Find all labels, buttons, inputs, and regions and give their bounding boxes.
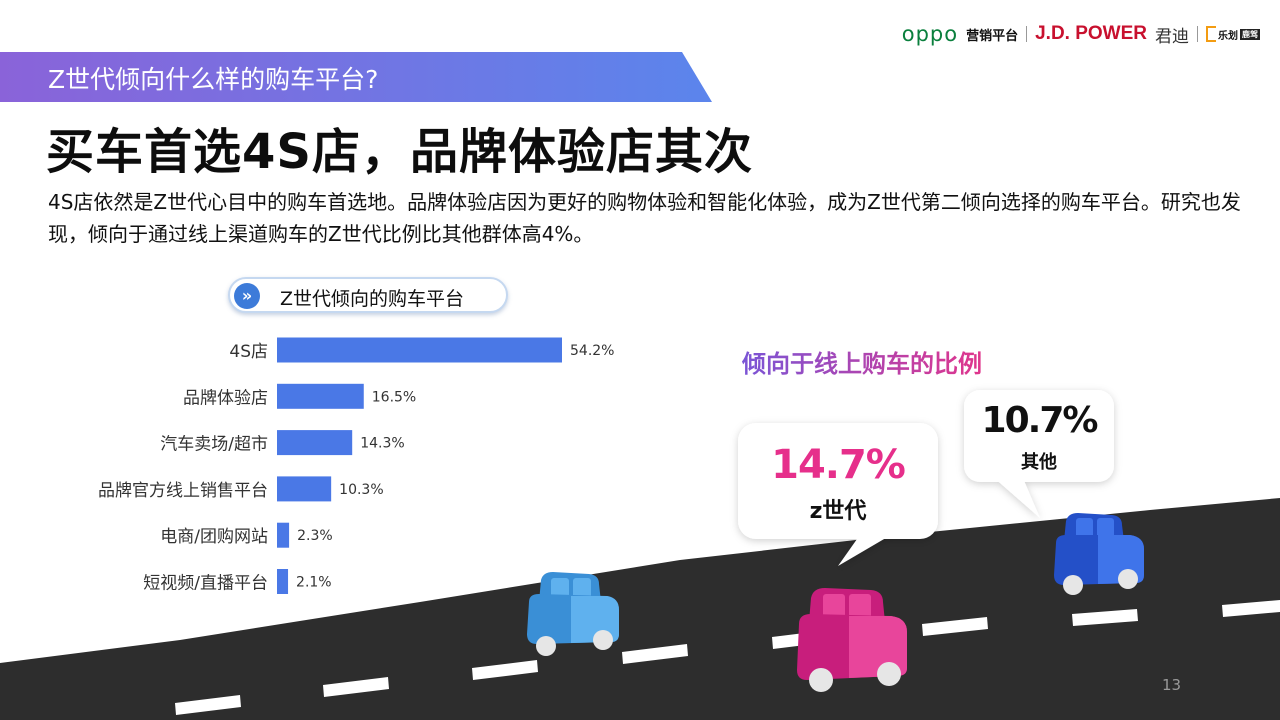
bar-category-label: 短视频/直播平台 [143, 574, 268, 594]
logo-divider [1197, 26, 1198, 42]
bar-value-label: 14.3% [360, 436, 404, 452]
others-online-value: 10.7% [981, 400, 1099, 441]
logo-divider [1026, 26, 1028, 42]
bar-category-label: 品牌体验店 [183, 388, 268, 408]
bar [277, 430, 353, 456]
bar-category-label: 汽车卖场/超市 [160, 435, 268, 455]
bar [277, 522, 290, 548]
page-number: 13 [1162, 676, 1182, 694]
lejia-text: 乐划 [1218, 30, 1238, 42]
bar [277, 476, 332, 502]
car-dark-blue [1054, 513, 1144, 595]
bar-category-label: 4S店 [229, 342, 268, 362]
marketing-platform-logo: 营销平台 [966, 28, 1019, 44]
bar [277, 569, 289, 594]
jdpower-logo: J.D. POWER [1035, 23, 1147, 44]
bar-value-label: 2.3% [297, 528, 333, 544]
jundi-logo: 君迪 [1155, 26, 1189, 47]
partner-logos: oppo 营销平台 J.D. POWER 君迪 乐划 鹿驾 [901, 22, 1260, 47]
question-banner [0, 52, 712, 102]
bar-category-label: 品牌官方线上销售平台 [98, 481, 268, 501]
oppo-logo: oppo [901, 22, 959, 46]
page-title: 买车首选4S店，品牌体验店其次 [46, 124, 753, 180]
genz-online-label: z世代 [809, 499, 867, 524]
chart-title-pill: » Z世代倾向的购车平台 [228, 277, 508, 313]
bubble-genz [738, 423, 938, 566]
bar-value-label: 16.5% [372, 389, 416, 405]
online-share-title: 倾向于线上购车的比例 [742, 344, 982, 379]
bar-chart: 4S店 54.2% 品牌体验店 16.5% 汽车卖场/超市 14.3% 品牌官方线上销售平台… [98, 337, 614, 594]
car-pink [797, 588, 907, 692]
banner-question: Z世代倾向什么样的购车平台? [48, 65, 379, 94]
bar-value-label: 2.1% [296, 575, 332, 591]
page-description: 4S店依然是Z世代心目中的购车首选地。品牌体验店因为更好的购物体验和智能化体验，… [48, 190, 1241, 246]
road [0, 498, 1280, 720]
lejia-mark-icon [1206, 26, 1216, 42]
chevron-right-icon: » [234, 283, 260, 309]
bar [277, 383, 364, 409]
chart-title: Z世代倾向的购车平台 [280, 288, 465, 310]
genz-online-value: 14.7% [771, 442, 906, 488]
lejia-badge: 鹿驾 [1240, 28, 1260, 40]
bar-value-label: 10.3% [339, 482, 383, 498]
bubble-others [964, 390, 1114, 518]
bar-category-label: 电商/团购网站 [160, 527, 268, 547]
car-light-blue [527, 572, 619, 656]
lejia-logo: 乐划 鹿驾 [1206, 26, 1260, 42]
others-online-label: 其他 [1021, 452, 1057, 473]
bar [277, 337, 562, 363]
bar-value-label: 54.2% [570, 343, 614, 359]
